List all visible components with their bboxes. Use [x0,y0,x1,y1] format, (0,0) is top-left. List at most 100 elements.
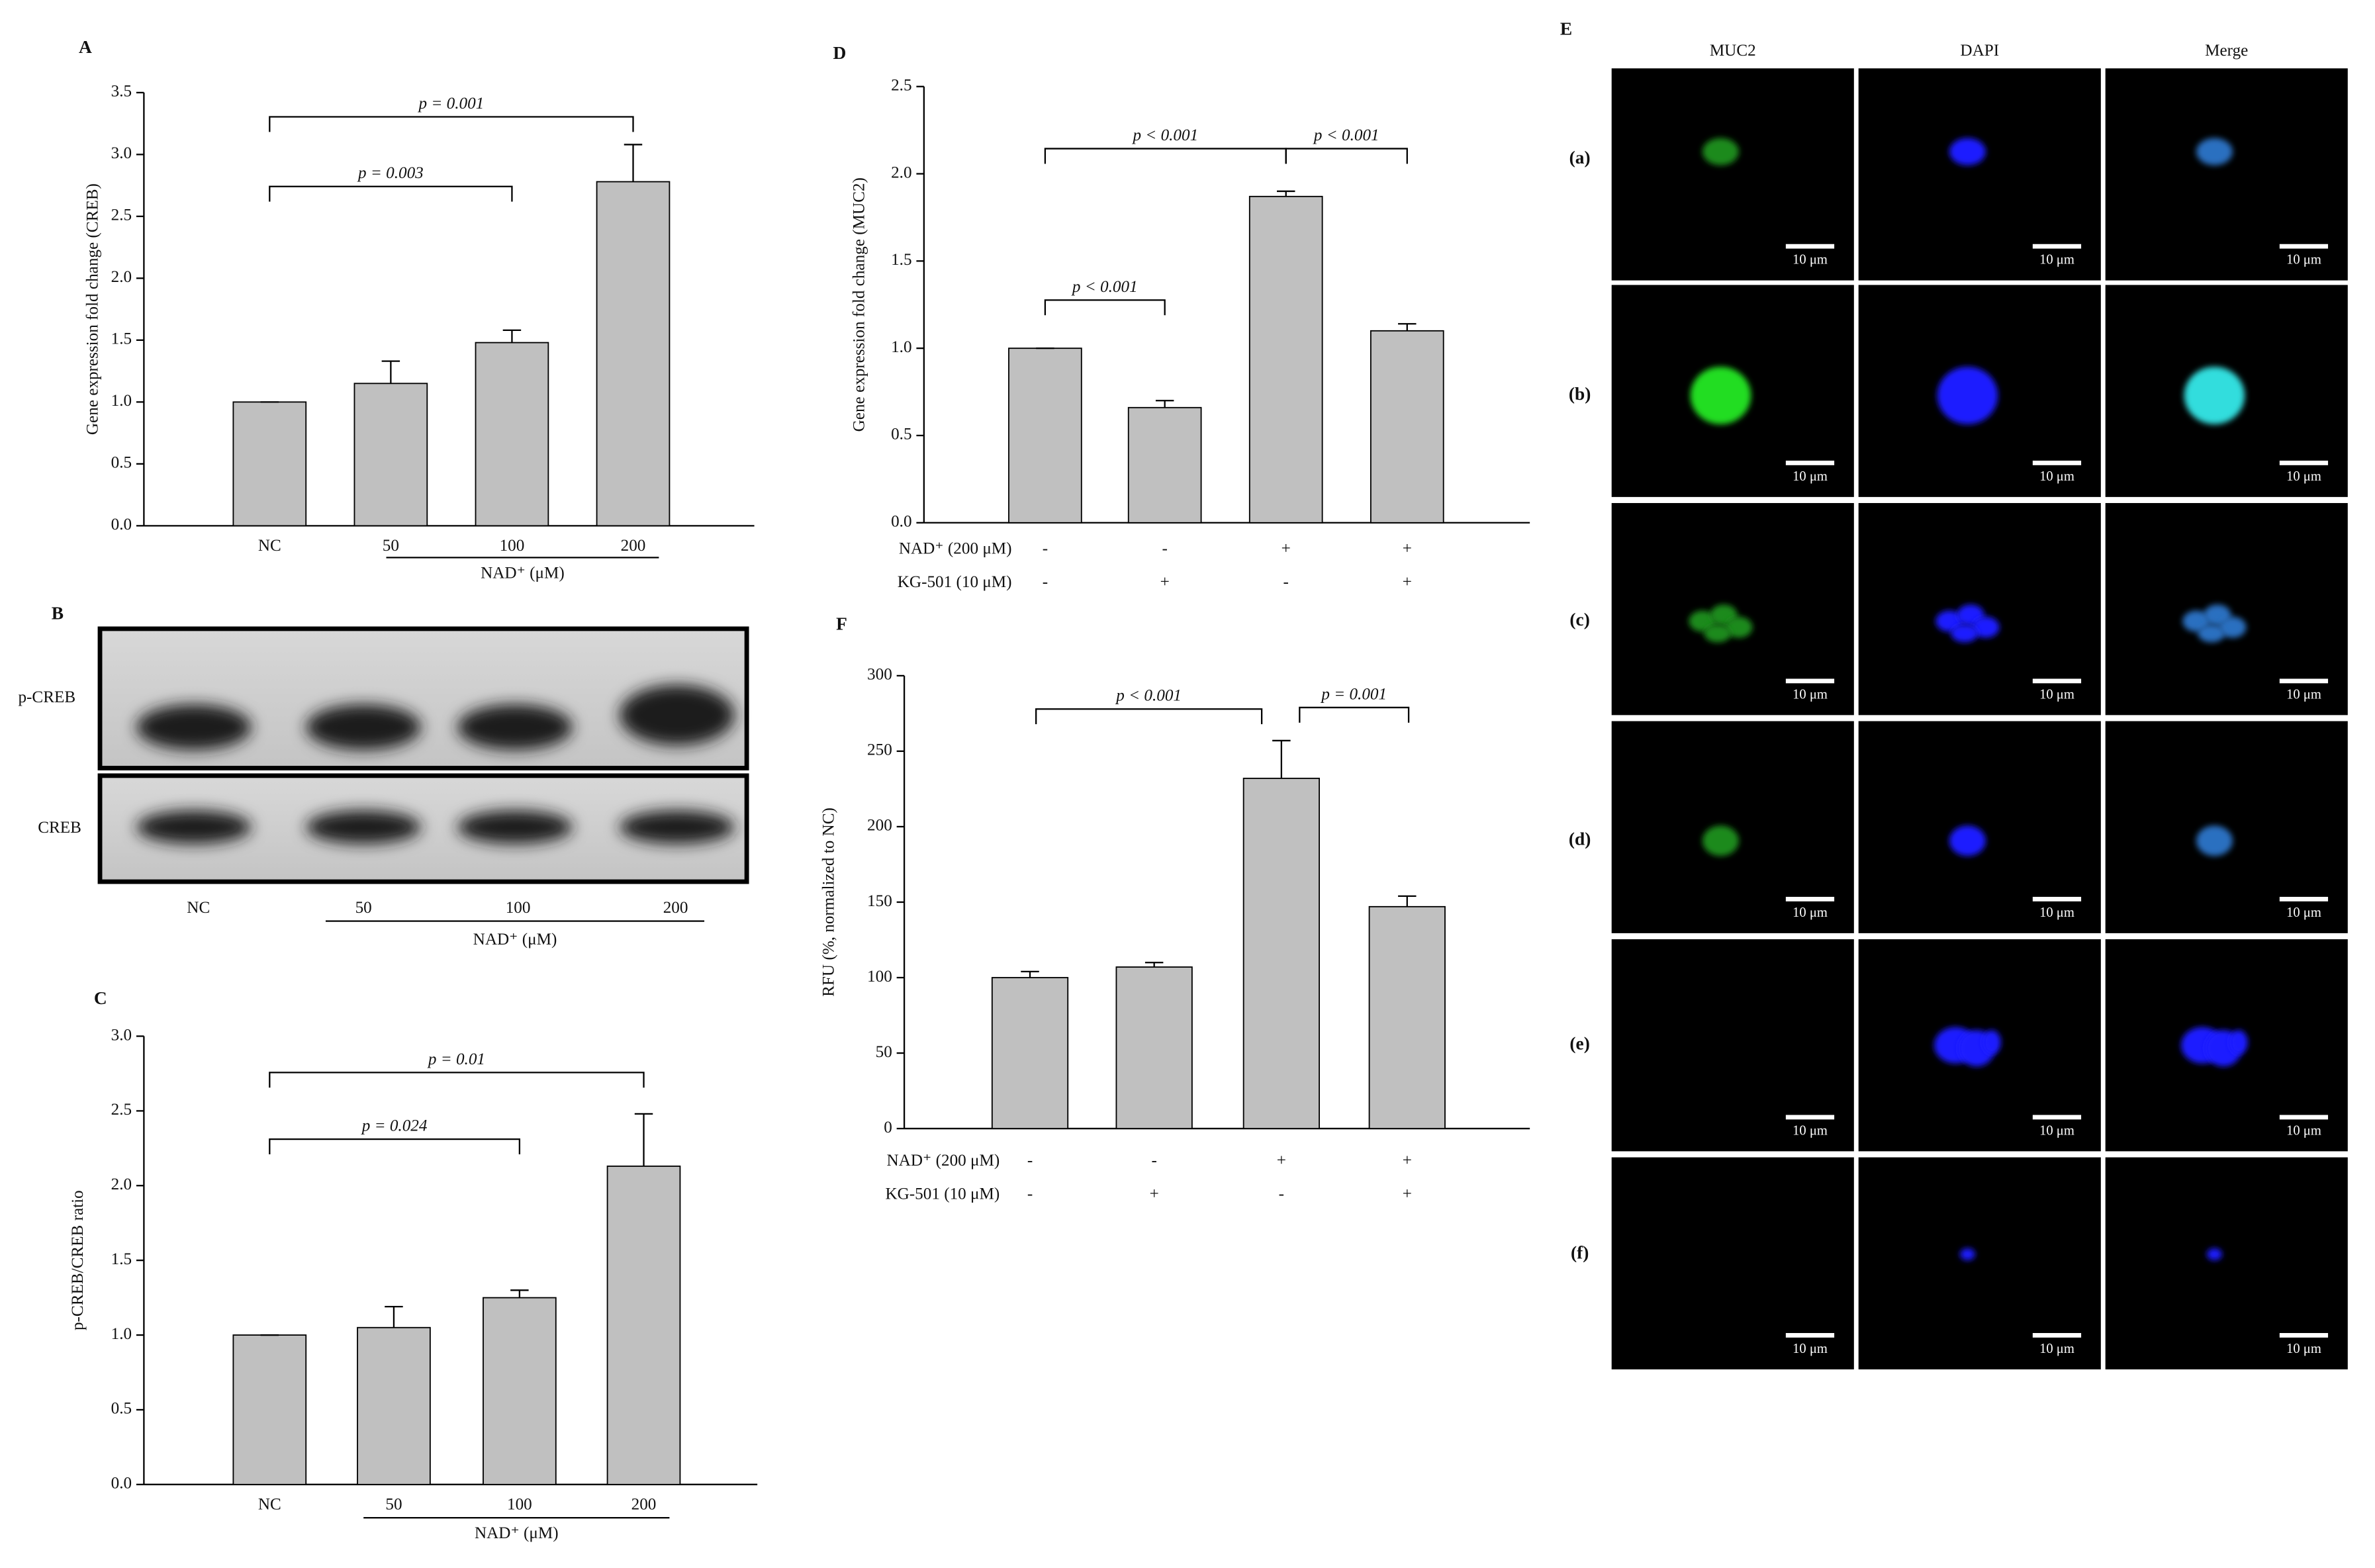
y-tick-label: 1.0 [111,392,132,410]
y-tick-label: 0.5 [111,454,132,472]
significance-bracket [1285,148,1408,164]
treatment-sign: - [1027,1185,1033,1203]
scale-bar-label: 10 μm [2286,253,2321,267]
bar [353,383,428,527]
scale-bar-label: 10 μm [2286,469,2321,484]
scale-bar [1785,896,1835,901]
scale-bar-label: 10 μm [2039,253,2074,267]
x-tick-label: 100 [507,1496,532,1514]
blot-lane-label: 200 [663,899,688,917]
y-tick-label: 1.5 [111,330,132,348]
cell [2198,624,2225,643]
cell [1972,616,2000,638]
p-value: p = 0.01 [427,1050,485,1068]
bar [232,401,307,527]
group-label: NAD⁺ (μM) [473,931,557,948]
treatment-sign: - [1043,573,1048,591]
p-value: p < 0.001 [1313,126,1379,144]
panel-label: C [94,988,107,1008]
scale-bar [2032,896,2082,901]
treatment-sign: - [1027,1152,1033,1170]
bar [475,342,549,527]
blot-band [306,810,422,844]
blot-lane-label: 100 [506,899,531,917]
x-tick-label: 50 [385,1496,402,1514]
scale-bar [2032,244,2082,249]
x-tick-label: 200 [621,537,646,555]
scale-bar-label: 10 μm [1793,469,1828,484]
y-axis-label: p-CREB/CREB ratio [69,1190,87,1330]
significance-bracket [269,116,634,132]
cell [2219,616,2247,638]
y-tick-label: 1.0 [111,1325,132,1343]
y-tick-label: 100 [867,968,892,986]
column-header: DAPI [1960,42,1999,60]
scale-bar [2279,1332,2329,1338]
y-tick-label: 0.5 [111,1400,132,1418]
treatment-name: NAD⁺ (200 μM) [899,540,1012,558]
bar [1370,330,1444,524]
significance-bracket [1035,708,1263,725]
scale-bar [2032,1332,2082,1338]
significance-bracket [1044,299,1166,316]
x-tick-label: NC [258,1496,281,1514]
row-label: (e) [1569,1034,1589,1054]
cell [1949,825,1986,856]
scale-bar [1785,678,1835,684]
scale-bar-label: 10 μm [1793,253,1828,267]
y-tick-label: 0.5 [891,426,911,443]
x-tick-label: NC [258,537,281,555]
row-label: (d) [1569,829,1591,849]
significance-bracket [1044,148,1287,164]
p-value: p < 0.001 [1131,126,1198,144]
bar [1127,406,1202,524]
panel-label: E [1560,19,1572,38]
bar [596,181,671,527]
bar [357,1326,431,1485]
cell [2207,1248,2222,1261]
column-header: Merge [2205,42,2248,60]
y-tick-label: 1.5 [891,251,911,269]
significance-bracket [269,1138,521,1154]
y-tick-label: 300 [867,666,892,684]
y-tick-label: 2.0 [111,1176,132,1193]
group-label: NAD⁺ (μM) [475,1524,559,1542]
column-header: MUC2 [1710,42,1756,60]
scale-bar [2279,244,2329,249]
y-tick-label: 0.0 [111,516,132,533]
treatment-sign: + [1160,573,1170,591]
y-tick-label: 3.0 [111,1026,132,1044]
cell [1951,624,1979,643]
bar [232,1334,307,1485]
significance-bracket [1299,706,1410,723]
y-tick-label: 0.0 [111,1475,132,1493]
blot-band [457,810,573,844]
scale-bar [1785,244,1835,249]
y-axis-label: Gene expression fold change (CREB) [84,183,102,435]
scale-bar [1785,1332,1835,1338]
scale-bar-label: 10 μm [2286,687,2321,702]
significance-bracket [269,185,513,202]
x-tick-label: 100 [500,537,525,555]
cell [1982,1030,2001,1054]
p-value: p = 0.001 [418,95,485,113]
treatment-sign: + [1403,540,1412,558]
cell [2229,1030,2248,1054]
treatment-sign: - [1279,1185,1284,1203]
scale-bar [2032,1115,2082,1120]
y-tick-label: 150 [867,892,892,910]
blot-band [136,704,252,751]
x-tick-label: 50 [383,537,399,555]
x-tick-label: 200 [631,1496,657,1514]
treatment-sign: + [1150,1185,1159,1203]
cell [2184,367,2245,425]
scale-bar-label: 10 μm [2039,687,2074,702]
scale-bar-label: 10 μm [1793,1123,1828,1138]
blot-band [619,684,735,746]
scale-bar-label: 10 μm [1793,1342,1828,1356]
y-axis-label: RFU (%, normalized to NC) [820,807,838,997]
blot-band [457,704,573,751]
y-tick-label: 1.5 [111,1250,132,1268]
bar [1008,347,1082,524]
